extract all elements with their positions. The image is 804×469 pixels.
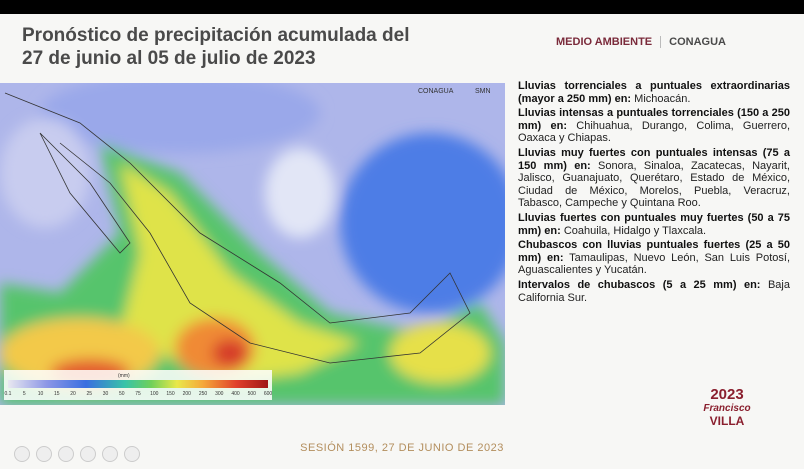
baja-california: [39, 132, 131, 254]
forecast-item: Lluvias torrenciales a puntuales extraor…: [518, 80, 790, 105]
emblem-year: 2023: [710, 386, 744, 403]
forecast-states: Coahuila, Hidalgo y Tlaxcala.: [563, 224, 707, 237]
legend-label: 75: [135, 391, 141, 397]
map-logo: SMN: [475, 88, 491, 95]
legend-unit: (mm): [118, 373, 130, 379]
forecast-item: Chubascos con lluvias puntuales fuertes …: [518, 239, 790, 277]
forecast-states: Tamaulipas, Nuevo León, San Luis Potosí,…: [518, 251, 791, 277]
forecast-item: Lluvias intensas a puntuales torrenciale…: [518, 107, 790, 145]
forecast-states: Michoacán.: [634, 92, 691, 105]
control-button[interactable]: [14, 446, 30, 462]
legend-label: 250: [199, 391, 208, 397]
control-button[interactable]: [124, 446, 140, 462]
control-button[interactable]: [36, 446, 52, 462]
forecast-lead: Intervalos de chubascos (5 a 25 mm) en:: [518, 278, 761, 291]
legend-label: 100: [150, 391, 159, 397]
forecast-item: Intervalos de chubascos (5 a 25 mm) en: …: [518, 279, 790, 304]
forecast-lead: Lluvias fuertes con puntuales muy fuerte…: [518, 211, 790, 237]
forecast-states: Baja California Sur.: [518, 278, 790, 304]
legend-label: 5: [23, 391, 26, 397]
legend-label: 25: [86, 391, 92, 397]
logo: CONAGUA: [660, 36, 726, 48]
forecast-item: Lluvias muy fuertes con puntuales intens…: [518, 147, 790, 210]
legend-label: 15: [54, 391, 60, 397]
title: Pronóstico de precipitación acumulada de…: [22, 24, 409, 70]
legend-label: 600: [264, 391, 273, 397]
map-logo: CONAGUA: [418, 88, 454, 95]
forecast-states: Sonora, Sinaloa, Zacatecas, Nayarit, Jal…: [518, 159, 790, 210]
control-button[interactable]: [58, 446, 74, 462]
control-button[interactable]: [80, 446, 96, 462]
legend-label: 200: [183, 391, 192, 397]
forecast-lead: Chubascos con lluvias puntuales fuertes …: [518, 239, 790, 264]
legend-label: 400: [231, 391, 240, 397]
legend-label: 30: [103, 391, 109, 397]
legend-label: 0.1: [5, 391, 12, 397]
legend-colorbar: [8, 380, 268, 388]
legend-label: 50: [119, 391, 125, 397]
forecast-lead: Lluvias muy fuertes con puntuales intens…: [518, 146, 790, 172]
footer: SESIÓN 1599, 27 DE JUNIO DE 2023: [300, 442, 504, 454]
forecast-item: Lluvias fuertes con puntuales muy fuerte…: [518, 212, 790, 237]
legend-label: 10: [38, 391, 44, 397]
logos: MEDIO AMBIENTE CONAGUA: [556, 36, 726, 48]
slide: Pronóstico de precipitación acumulada de…: [0, 14, 804, 469]
logo: MEDIO AMBIENTE: [556, 36, 653, 48]
forecast-text: Lluvias torrenciales a puntuales extraor…: [518, 80, 790, 306]
emblem-name: Francisco: [703, 403, 751, 414]
legend-label: 500: [248, 391, 257, 397]
title-line: Pronóstico de precipitación acumulada de…: [22, 25, 410, 46]
precipitation-map: CONAGUA SMN (mm) 0.1 5 10 15 20 25 30 50 75 100 15…: [0, 83, 505, 405]
legend-label: 300: [215, 391, 224, 397]
forecast-states: Chihuahua, Durango, Colima, Guerrero, Oa…: [518, 119, 791, 145]
control-button[interactable]: [102, 446, 118, 462]
title-line: 27 de junio al 05 de julio de 2023: [22, 48, 316, 69]
controls: [14, 446, 140, 462]
forecast-lead: Lluvias torrenciales a puntuales extraor…: [518, 80, 790, 105]
legend-label: 150: [166, 391, 175, 397]
legend-label: 20: [70, 391, 76, 397]
coastline: [4, 92, 471, 364]
forecast-lead: Lluvias intensas a puntuales torrenciale…: [518, 107, 790, 132]
emblem-name: VILLA: [709, 414, 745, 428]
emblem: 2023 Francisco VILLA: [672, 386, 782, 428]
